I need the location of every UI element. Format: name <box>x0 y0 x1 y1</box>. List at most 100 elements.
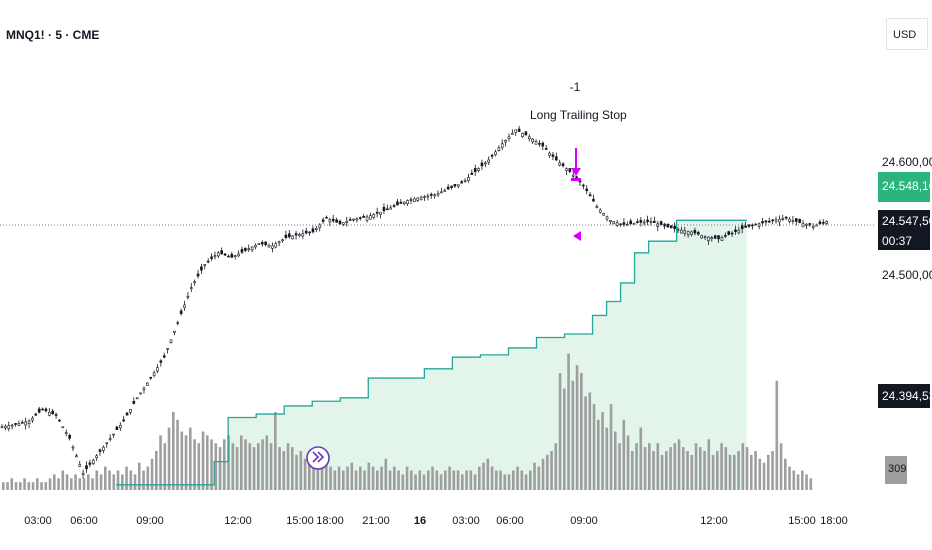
candle-body <box>315 228 318 230</box>
volume-bar <box>78 478 82 490</box>
volume-bar <box>231 443 235 490</box>
volume-bar <box>325 462 328 490</box>
volume-bar <box>779 443 783 490</box>
volume-bar <box>529 470 532 490</box>
x-tick-label: 18:00 <box>820 515 848 527</box>
candle-body <box>639 220 643 223</box>
volume-bar <box>575 365 579 490</box>
x-tick-label: 18:00 <box>316 515 344 527</box>
volume-bar <box>431 466 434 490</box>
candle-body <box>335 219 338 223</box>
volume-bar <box>456 470 460 490</box>
candle-body <box>304 230 308 234</box>
candle-body <box>798 219 801 223</box>
candle-body <box>413 198 416 203</box>
candle-body <box>281 239 284 242</box>
symbol-title[interactable]: MNQ1! · 5 · CME <box>6 28 100 42</box>
volume-bar <box>699 447 702 490</box>
candle-body <box>81 472 85 476</box>
candle-body <box>399 201 403 204</box>
candle-body <box>237 253 240 257</box>
volume-bar <box>48 478 52 490</box>
candle-body <box>4 425 7 429</box>
candle-body <box>473 168 477 172</box>
volume-bar <box>724 447 728 490</box>
volume-bar <box>172 412 175 490</box>
candle-body <box>10 424 14 427</box>
volume-bar <box>371 466 375 490</box>
volume-bar <box>91 478 94 490</box>
volume-bar <box>478 466 481 490</box>
volume-bar <box>159 435 162 490</box>
candle-body <box>653 220 656 223</box>
volume-bar <box>784 458 787 490</box>
candle-body <box>254 244 257 248</box>
candle-body <box>436 193 440 196</box>
volume-bar <box>788 466 791 490</box>
volume-bar <box>193 439 196 490</box>
candle-body <box>284 234 288 239</box>
volume-bar <box>665 451 668 490</box>
volume-bar <box>6 482 9 490</box>
candle-body <box>342 222 345 225</box>
volume-bar <box>138 462 141 490</box>
candle-body <box>132 400 136 404</box>
candle-body <box>686 231 690 236</box>
candle-body <box>186 295 190 298</box>
session-marker-icon[interactable] <box>306 446 330 470</box>
candle-body <box>386 208 389 211</box>
volume-bar <box>707 439 711 490</box>
candle-body <box>710 237 714 240</box>
candle-body <box>585 188 589 192</box>
volume-bar <box>418 470 422 490</box>
candle-body <box>331 218 335 222</box>
currency-selector[interactable]: USD <box>886 18 928 50</box>
candle-body <box>808 223 812 226</box>
candle-body <box>203 264 207 266</box>
candle-body <box>162 355 166 358</box>
candle-body <box>206 260 210 263</box>
candle-body <box>771 219 774 222</box>
volume-bar <box>367 462 371 490</box>
volume-bar <box>316 458 320 490</box>
candle-body <box>382 207 386 212</box>
volume-bar <box>563 388 566 490</box>
volume-bar <box>201 431 205 490</box>
volume-bar <box>656 443 660 490</box>
volume-bar <box>503 474 507 490</box>
candle-body <box>152 372 156 376</box>
volume-bar <box>346 466 349 490</box>
candle-body <box>561 163 565 167</box>
volume-bar <box>10 478 14 490</box>
candle-body <box>325 216 328 219</box>
candle-body <box>176 322 180 324</box>
candle-body <box>196 273 200 277</box>
candle-body <box>34 413 38 416</box>
candle-body <box>734 229 737 232</box>
volume-bar <box>524 474 528 490</box>
x-tick-label: 15:00 <box>788 515 816 527</box>
volume-bar <box>728 454 732 490</box>
volume-bar <box>74 474 77 490</box>
candle-body <box>446 186 450 190</box>
candle-body <box>507 136 511 139</box>
candle-body <box>615 222 619 226</box>
candle-body <box>443 190 447 192</box>
candle-body <box>761 221 764 224</box>
candle-body <box>801 223 805 228</box>
candle-body <box>416 197 420 201</box>
volume-bar <box>461 474 464 490</box>
candle-body <box>298 233 301 237</box>
candle-body <box>58 419 61 422</box>
candle-body <box>629 220 632 225</box>
candle-body <box>115 426 119 431</box>
volume-bar <box>767 454 770 490</box>
volume-bar <box>405 466 409 490</box>
candle-body <box>514 129 518 133</box>
candle-body <box>166 348 169 350</box>
candle-body <box>213 255 217 257</box>
volume-bar <box>626 435 630 490</box>
candle-body <box>788 218 791 222</box>
candle-body <box>311 228 315 233</box>
